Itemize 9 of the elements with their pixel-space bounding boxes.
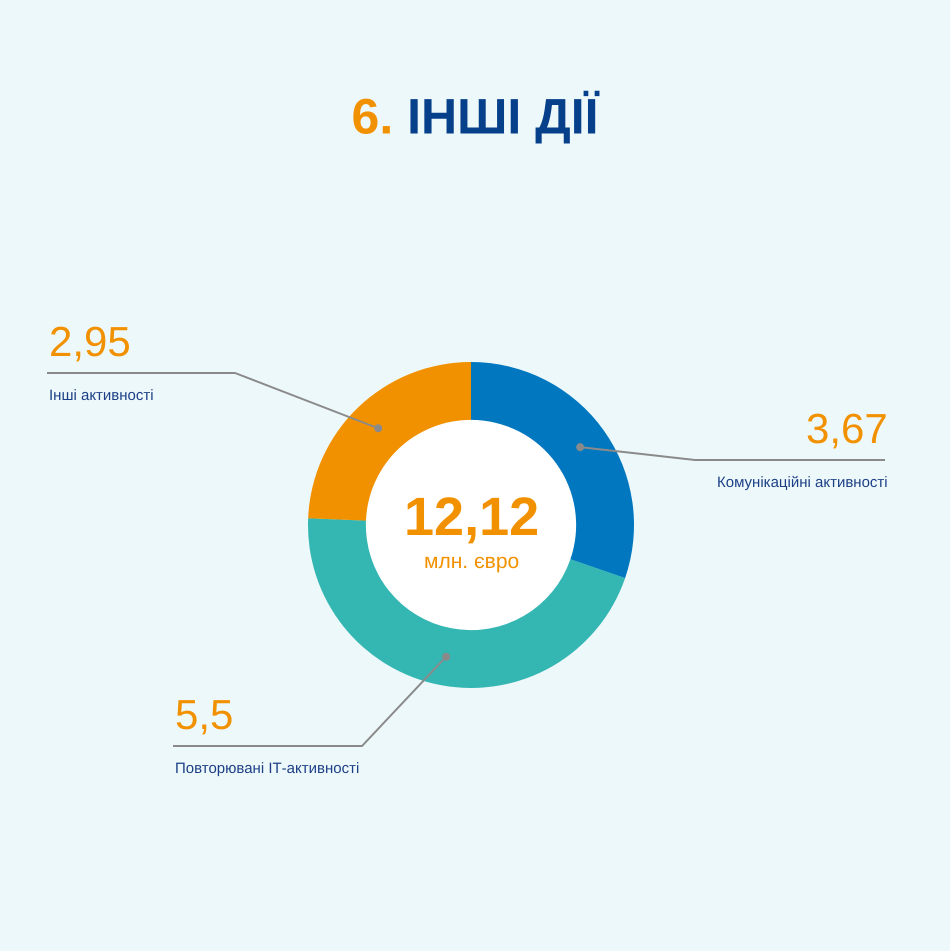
data-label: 5,5: [175, 691, 234, 738]
text: 12,12: [404, 487, 540, 547]
text: млн. євро: [424, 550, 520, 573]
data-label: 2,95: [49, 318, 131, 365]
slice-label: Інші активності: [49, 387, 154, 404]
slice-label: Комунікаційні активності: [717, 474, 888, 491]
chart-title: 6. ІНШІ ДІЇ: [352, 88, 600, 144]
data-label: 3,67: [806, 405, 888, 452]
slice-label: Повторювані ІТ-активності: [175, 760, 360, 777]
